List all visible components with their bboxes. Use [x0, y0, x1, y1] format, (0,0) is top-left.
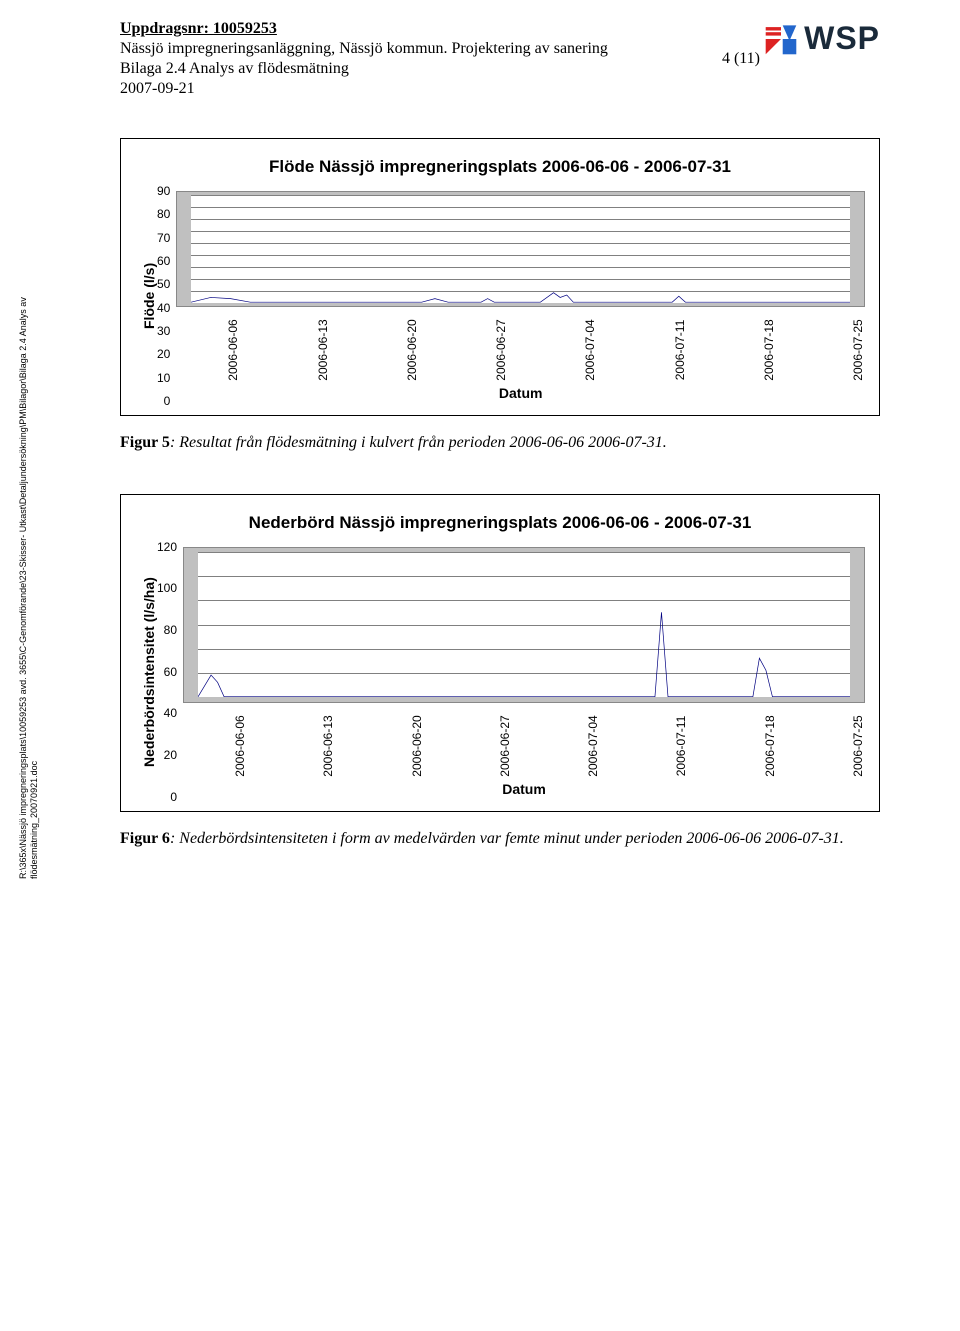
- figure-5-label: Figur 5: [120, 434, 170, 451]
- flow-chart-box: Flöde Nässjö impregneringsplats 2006-06-…: [120, 138, 880, 416]
- x-tick: 2006-07-11: [646, 739, 716, 753]
- x-tick: 2006-07-18: [735, 739, 805, 753]
- precip-chart-x-ticks: 2006-06-062006-06-132006-06-202006-06-27…: [233, 711, 865, 781]
- header: Uppdragsnr: 10059253 Nässjö impregnering…: [120, 20, 880, 98]
- precip-chart-title: Nederbörd Nässjö impregneringsplats 2006…: [135, 513, 865, 533]
- flow-chart-area: Flöde (l/s) 9080706050403020100 2006-06-…: [135, 191, 865, 401]
- figure-6-label: Figur 6: [120, 830, 170, 847]
- wsp-logo-text: WSP: [804, 20, 880, 57]
- page-number: 4 (11): [722, 50, 760, 68]
- precip-chart-area: Nederbördsintensitet (l/s/ha) 1201008060…: [135, 547, 865, 797]
- precip-chart-y-ticks: 120100806040200: [157, 547, 183, 797]
- precip-chart-x-label: Datum: [183, 781, 865, 797]
- figure-6-caption: Figur 6: Nederbördsintensiteten i form a…: [120, 828, 880, 850]
- x-tick: 2006-07-25: [823, 343, 893, 357]
- flow-chart-x-ticks: 2006-06-062006-06-132006-06-202006-06-27…: [226, 315, 865, 385]
- x-tick: 2006-06-13: [293, 739, 363, 753]
- x-tick: 2006-06-13: [288, 343, 358, 357]
- x-tick: 2006-07-11: [645, 343, 715, 357]
- header-date: 2007-09-21: [120, 80, 880, 98]
- precip-chart-y-label: Nederbördsintensitet (l/s/ha): [135, 547, 157, 797]
- figure-5-text: : Resultat från flödesmätning i kulvert …: [170, 434, 667, 451]
- flow-chart-y-ticks: 9080706050403020100: [157, 191, 176, 401]
- flow-chart-y-label: Flöde (l/s): [135, 191, 157, 401]
- x-tick: 2006-06-27: [470, 739, 540, 753]
- wsp-logo-icon: [764, 22, 798, 56]
- x-tick: 2006-06-06: [205, 739, 275, 753]
- wsp-logo: WSP: [764, 20, 880, 57]
- filepath-sidenote: R:\365x\Nässjö impregneringsplats\100592…: [18, 279, 40, 879]
- header-line-2: Bilaga 2.4 Analys av flödesmätning: [120, 60, 880, 78]
- x-tick: 2006-06-27: [466, 343, 536, 357]
- x-tick: 2006-07-18: [734, 343, 804, 357]
- precip-chart-box: Nederbörd Nässjö impregneringsplats 2006…: [120, 494, 880, 812]
- flow-chart-x-label: Datum: [176, 385, 865, 401]
- x-tick: 2006-07-04: [555, 343, 625, 357]
- flow-chart-title: Flöde Nässjö impregneringsplats 2006-06-…: [135, 157, 865, 177]
- x-tick: 2006-07-04: [558, 739, 628, 753]
- precip-chart-plot: [183, 547, 865, 703]
- flow-chart-plot: [176, 191, 865, 307]
- x-tick: 2006-06-20: [377, 343, 447, 357]
- figure-6-text: : Nederbördsintensiteten i form av medel…: [170, 830, 844, 847]
- x-tick: 2006-07-25: [823, 739, 893, 753]
- figure-5-caption: Figur 5: Resultat från flödesmätning i k…: [120, 432, 880, 454]
- x-tick: 2006-06-06: [198, 343, 268, 357]
- x-tick: 2006-06-20: [382, 739, 452, 753]
